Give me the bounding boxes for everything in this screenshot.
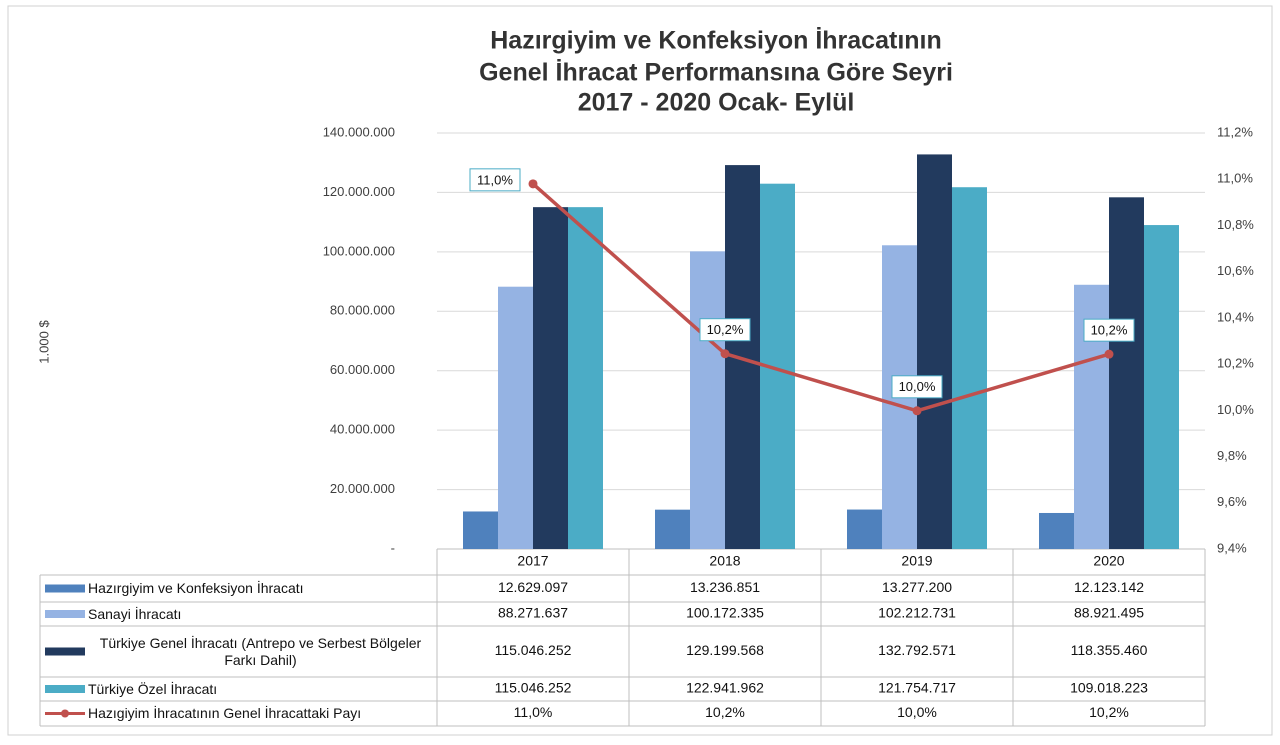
table-cell: 115.046.252 <box>495 680 572 696</box>
y2-tick-label: 10,0% <box>1217 402 1254 417</box>
table-cell: 102.212.731 <box>878 605 956 621</box>
table-cell: 118.355.460 <box>1071 642 1148 658</box>
y2-tick-label: 9,6% <box>1217 494 1247 509</box>
data-label: 10,0% <box>899 379 936 394</box>
y2-tick-label: 10,6% <box>1217 263 1254 278</box>
table-cell: 121.754.717 <box>878 680 956 696</box>
y2-tick-label: 9,8% <box>1217 448 1247 463</box>
legend-label: Sanayi İhracatı <box>88 605 182 622</box>
chart-title: Hazırgiyim ve Konfeksiyon İhracatının <box>490 27 942 55</box>
line-marker <box>1104 349 1114 359</box>
y-tick-label: 100.000.000 <box>323 243 395 258</box>
bar <box>1039 512 1074 549</box>
y-tick-label: 40.000.000 <box>330 422 395 437</box>
bar <box>1109 197 1144 550</box>
y-tick-label: 20.000.000 <box>330 481 395 496</box>
bar <box>568 207 603 549</box>
table-cell: 88.271.637 <box>498 605 568 621</box>
table-cell: 100.172.335 <box>686 605 764 621</box>
bar <box>498 286 533 549</box>
legend-label: Hazıgiyim İhracatının Genel İhracattaki … <box>88 705 362 721</box>
table-cell: 13.236.851 <box>690 579 760 595</box>
x-tick-label: 2020 <box>1093 553 1124 569</box>
y2-tick-label: 10,2% <box>1217 356 1254 371</box>
table-cell: 10,0% <box>897 704 937 720</box>
legend-label: Türkiye Genel İhracatı (Antrepo ve Serbe… <box>99 634 422 668</box>
line-marker <box>720 349 730 359</box>
legend-key <box>61 709 69 718</box>
table-cell: 109.018.223 <box>1070 680 1148 696</box>
data-label: 10,2% <box>1091 323 1128 338</box>
data-label-box <box>699 318 751 342</box>
x-tick-label: 2017 <box>517 553 548 569</box>
data-label-box <box>1083 318 1135 342</box>
legend-label: Hazıgiyim İhracatının Genel İhracattaki … <box>88 705 362 721</box>
y2-tick-label: 10,8% <box>1217 217 1254 232</box>
table-cell: 10,2% <box>705 704 745 720</box>
legend-key <box>45 647 85 656</box>
data-label: 11,0% <box>477 172 513 187</box>
line-marker <box>912 406 922 416</box>
table-cell: 13.277.200 <box>882 579 952 595</box>
bar <box>463 511 498 549</box>
y2-tick-label: 11,2% <box>1217 124 1253 139</box>
legend-label: Sanayi İhracatı <box>88 605 182 622</box>
legend-key <box>45 685 85 693</box>
legend-key <box>45 584 85 593</box>
table-cell: 129.199.568 <box>686 642 764 658</box>
y-axis-label: 1.000 $ <box>36 320 51 364</box>
data-label-box <box>469 168 521 192</box>
table-cell: 10,2% <box>1089 704 1129 720</box>
y2-tick-label: 11,0% <box>1217 171 1253 186</box>
legend-label: Türkiye Özel İhracatı <box>88 680 218 697</box>
table-cell: 88.921.495 <box>1074 605 1144 621</box>
table-cell: 12.629.097 <box>498 579 568 595</box>
y-tick-label: 60.000.000 <box>330 362 395 377</box>
y-tick-label: - <box>391 540 395 555</box>
bar <box>917 154 952 549</box>
data-label-box <box>891 375 943 399</box>
legend-label: Hazırgiyim ve Konfeksiyon İhracatı <box>88 580 304 596</box>
table-cell: 122.941.962 <box>686 680 764 696</box>
chart-title: 2017 - 2020 Ocak- Eylül <box>578 89 855 117</box>
table-cell: 115.046.252 <box>495 642 572 658</box>
bar <box>533 207 568 549</box>
data-label: 10,2% <box>707 322 744 337</box>
legend-label: Türkiye Özel İhracatı <box>88 680 218 697</box>
line-marker <box>528 179 538 189</box>
legend-label: Hazırgiyim ve Konfeksiyon İhracatı <box>88 580 304 596</box>
table-cell: 11,0% <box>514 704 553 720</box>
x-tick-label: 2018 <box>709 553 740 569</box>
bar <box>655 509 690 549</box>
table-cell: 132.792.571 <box>878 642 956 658</box>
bar <box>1144 225 1179 550</box>
table-cell: 12.123.142 <box>1074 579 1144 595</box>
x-tick-label: 2019 <box>901 553 932 569</box>
legend-label: Türkiye Genel İhracatı (Antrepo ve Serbe… <box>99 634 422 668</box>
line <box>531 182 1110 413</box>
bar <box>952 187 987 550</box>
y2-tick-label: 9,4% <box>1217 540 1247 555</box>
y2-tick-label: 10,4% <box>1217 309 1254 324</box>
chart-title: Genel İhracat Performansına Göre Seyri <box>479 59 953 87</box>
y-tick-label: 120.000.000 <box>323 184 395 199</box>
legend-key <box>45 610 85 618</box>
bar <box>690 251 725 549</box>
y-tick-label: 140.000.000 <box>323 124 395 139</box>
y-tick-label: 80.000.000 <box>330 303 395 318</box>
bar <box>847 509 882 549</box>
